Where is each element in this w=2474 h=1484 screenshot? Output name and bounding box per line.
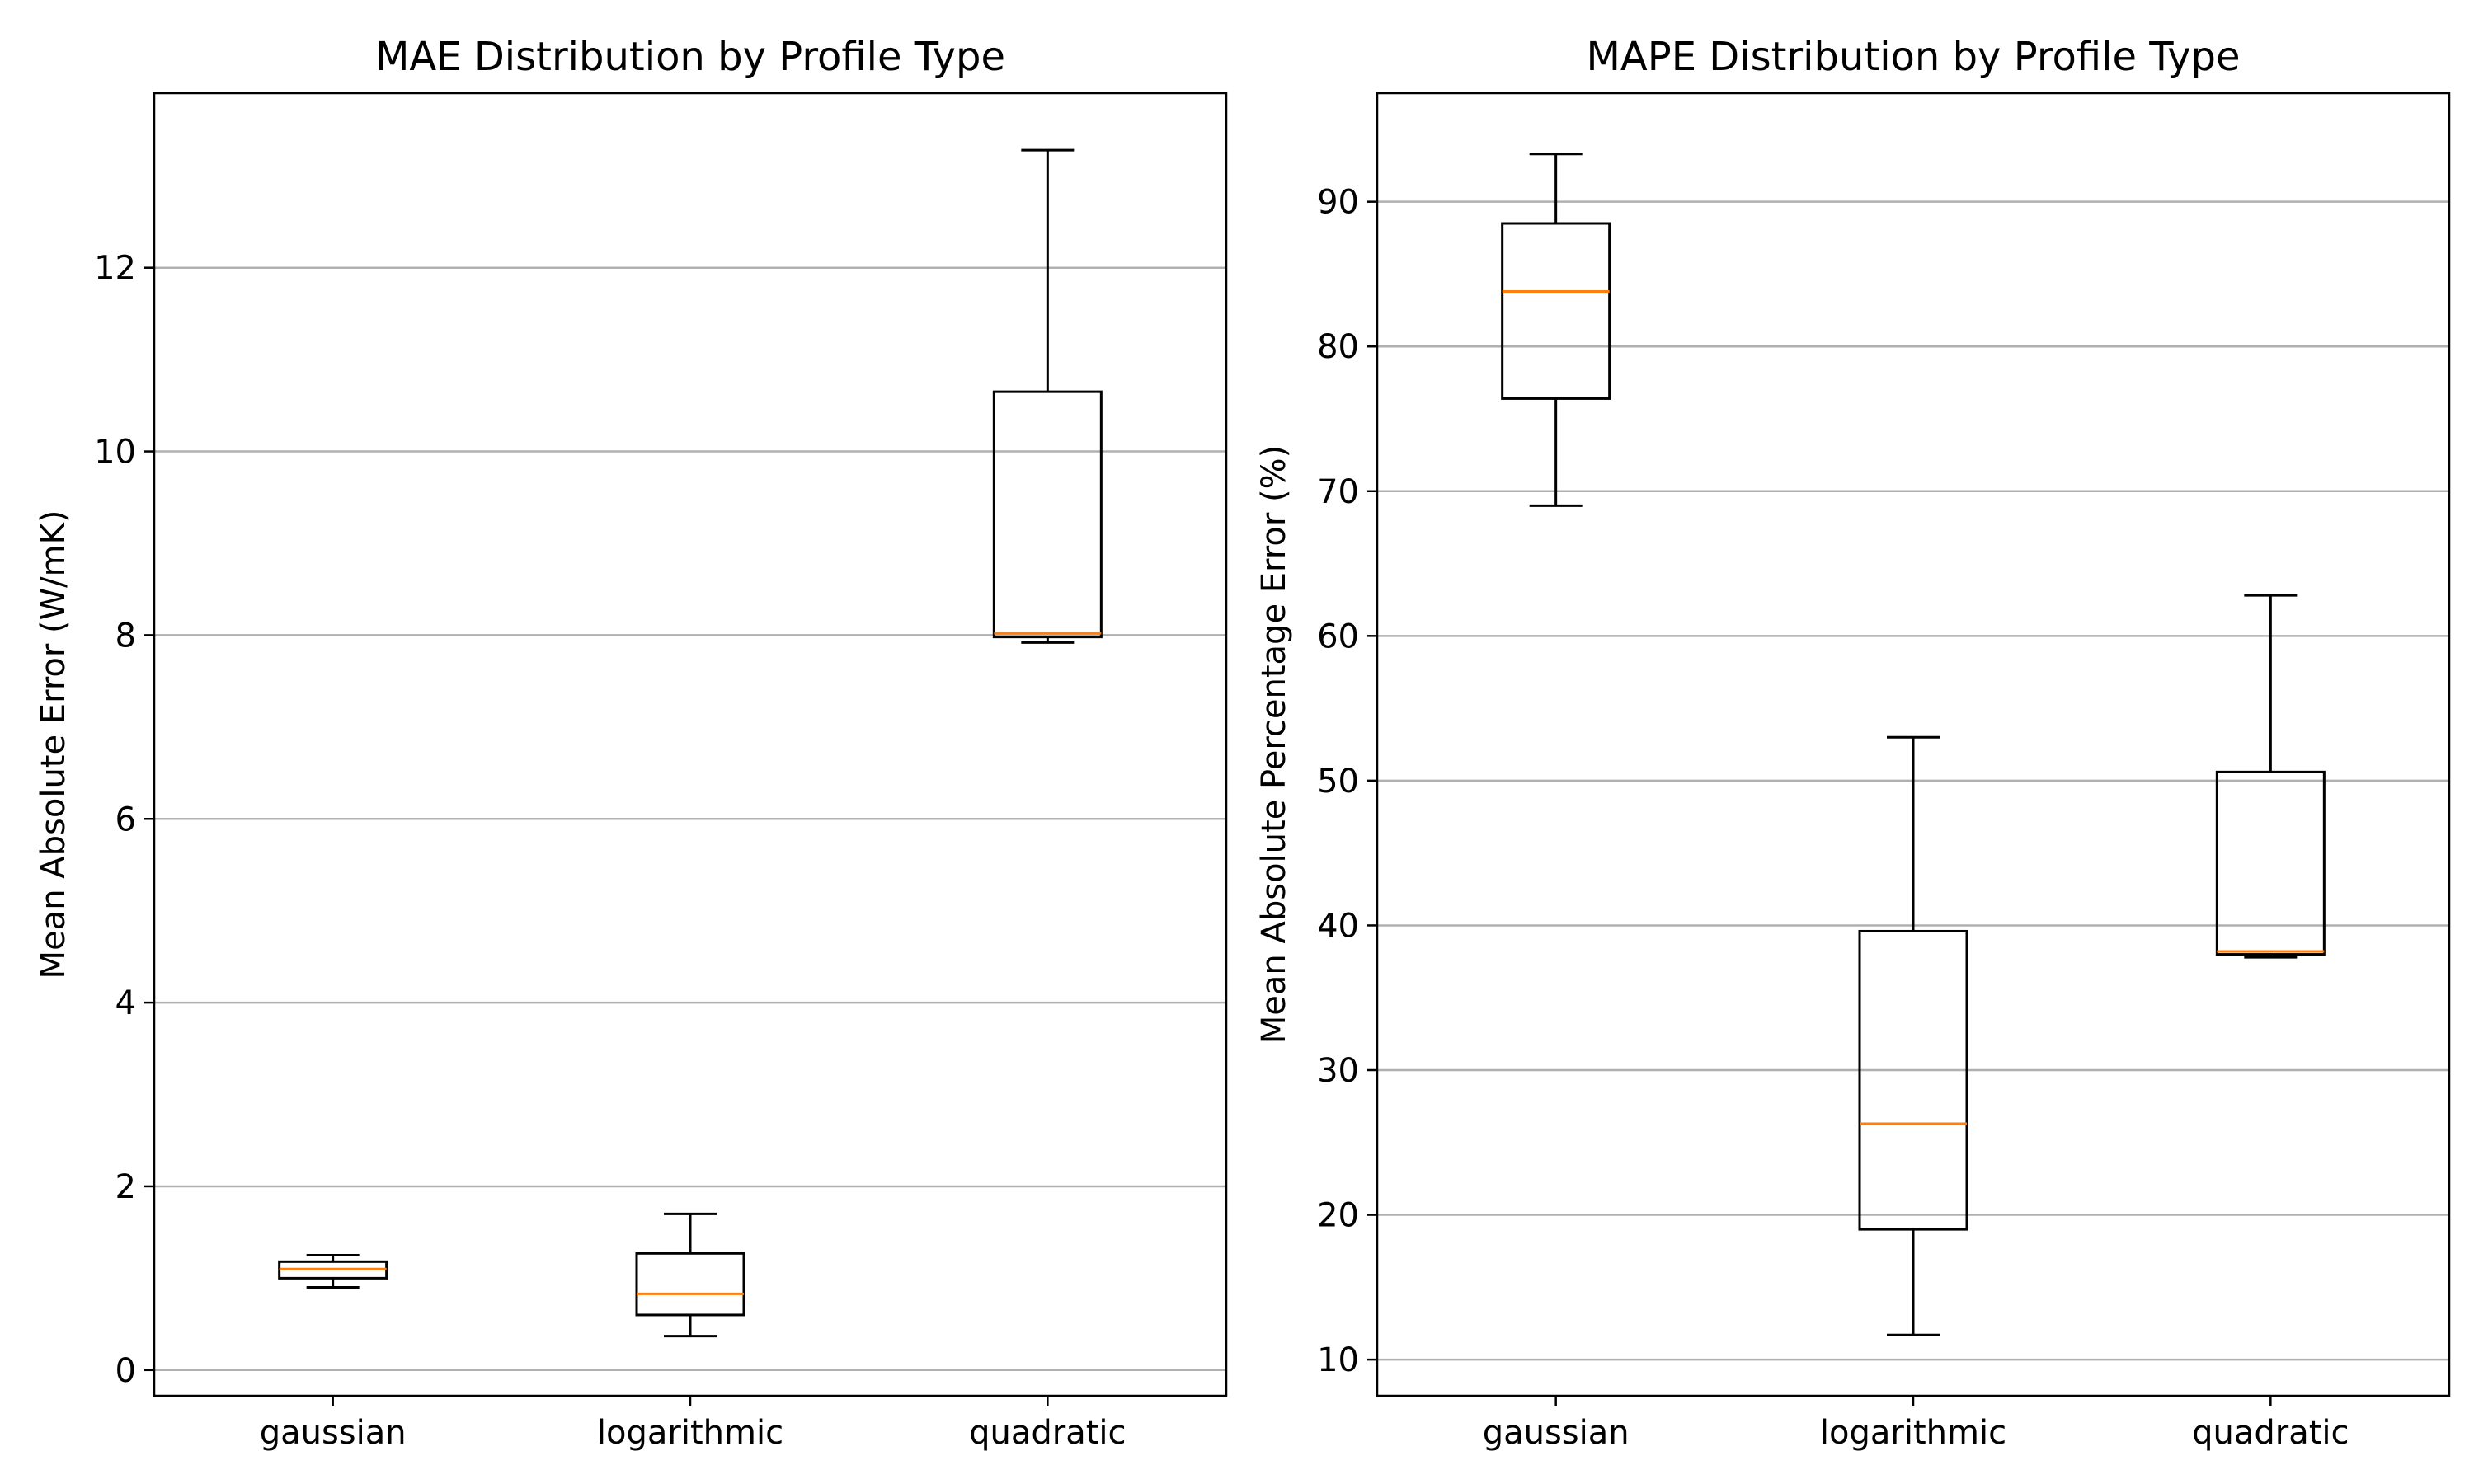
box-quadratic — [992, 148, 1103, 644]
x-tick-label: quadratic — [2192, 1414, 2349, 1452]
y-tick-label: 40 — [1317, 907, 1359, 945]
y-axis-label: Mean Absolute Error (W/mK) — [35, 510, 73, 979]
y-tick-label: 30 — [1317, 1052, 1359, 1090]
y-tick-label: 12 — [94, 250, 136, 288]
box-logarithmic — [635, 1212, 745, 1338]
x-tick-label: gaussian — [1483, 1414, 1630, 1452]
y-tick-label: 10 — [94, 434, 136, 472]
x-tick-label: gaussian — [260, 1414, 407, 1452]
y-tick-label: 4 — [115, 984, 136, 1022]
y-tick-label: 10 — [1317, 1341, 1359, 1379]
y-tick-label: 2 — [115, 1168, 136, 1206]
iqr-box — [1501, 222, 1611, 400]
iqr-box — [635, 1252, 745, 1317]
mae-panel: MAE Distribution by Profile Type Mean Ab… — [35, 34, 1228, 1452]
x-tick-label: logarithmic — [597, 1414, 783, 1452]
y-tick-label: 70 — [1317, 473, 1359, 511]
iqr-box — [992, 390, 1103, 639]
box-logarithmic — [1858, 735, 1968, 1336]
iqr-box — [1858, 929, 1968, 1231]
boxes — [278, 148, 1103, 1338]
box-quadratic — [2215, 594, 2326, 959]
y-tick-label: 60 — [1317, 618, 1359, 655]
y-tick-label: 6 — [115, 801, 136, 838]
boxes — [1501, 153, 2326, 1336]
box-gaussian — [1501, 153, 1611, 507]
x-tick-label: quadratic — [969, 1414, 1126, 1452]
chart-title: MAPE Distribution by Profile Type — [1587, 34, 2241, 80]
y-tick-label: 8 — [115, 617, 136, 655]
y-tick-label: 0 — [115, 1352, 136, 1390]
iqr-box — [2215, 770, 2326, 956]
grid — [154, 266, 1226, 1372]
y-tick-label: 90 — [1317, 184, 1359, 222]
y-tick-label: 50 — [1317, 763, 1359, 801]
x-tick-label: logarithmic — [1820, 1414, 2006, 1452]
mape-panel: MAPE Distribution by Profile Type Mean A… — [1255, 34, 2451, 1452]
ticks: 10 20 30 40 50 60 70 80 90 gaussian logarithmic qua… — [1317, 184, 2349, 1452]
y-axis-label: Mean Absolute Percentage Error (%) — [1255, 445, 1293, 1044]
ticks: 0 2 4 6 8 10 12 gaussian logarithmic quadratic — [94, 250, 1126, 1452]
box-gaussian — [278, 1254, 388, 1289]
y-tick-label: 80 — [1317, 328, 1359, 366]
y-tick-label: 20 — [1317, 1197, 1359, 1235]
chart-title: MAE Distribution by Profile Type — [375, 34, 1005, 80]
